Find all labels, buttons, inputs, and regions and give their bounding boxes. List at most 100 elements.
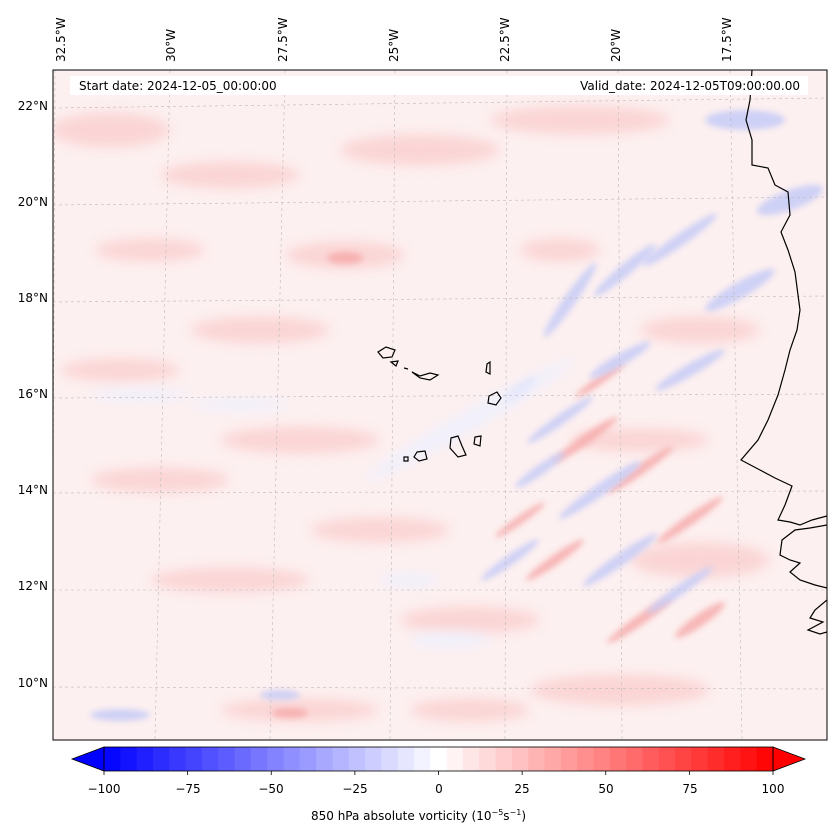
colorbar-segment	[283, 747, 301, 771]
colorbar-segment	[756, 747, 774, 771]
island-santa-luzia	[403, 367, 409, 370]
colorbar-segment	[430, 747, 448, 771]
lat-label-20n: 20°N	[17, 195, 48, 209]
colorbar-tick-label: −50	[258, 782, 284, 796]
gridlines	[53, 70, 827, 740]
colorbar-segment	[707, 747, 725, 771]
colorbar-label-exponent-2: −1	[509, 808, 522, 817]
island-santo-antao	[377, 346, 396, 359]
colorbar-tick-label: 0	[435, 782, 443, 796]
weak-negative-bands	[90, 359, 575, 648]
colorbar-segment	[316, 747, 334, 771]
colorbar-segment	[479, 747, 497, 771]
colorbar-segment	[642, 747, 660, 771]
colorbar-segment	[593, 747, 611, 771]
colorbar-segment	[675, 747, 693, 771]
colorbar-segment	[299, 747, 317, 771]
lon-label-25w: 25°W	[387, 28, 401, 62]
island-boa-vista	[487, 391, 502, 406]
island-brava	[403, 456, 409, 462]
colorbar-segment	[332, 747, 350, 771]
colorbar-extend-high-arrow	[772, 746, 807, 772]
colorbar-segment	[544, 747, 562, 771]
colorbar-label-unit: s	[503, 809, 510, 823]
west-africa-estuary-coast	[779, 524, 827, 589]
lat-label-18n: 18°N	[17, 291, 48, 305]
colorbar-label: 850 hPa absolute vorticity (10−5s−1)	[0, 808, 837, 823]
island-sao-vicente	[389, 360, 399, 367]
negative-vorticity-streaks	[90, 110, 824, 721]
colorbar-tick-label: −75	[175, 782, 201, 796]
colorbar-segment	[626, 747, 644, 771]
strong-positive-streaks	[272, 252, 725, 718]
lat-label-14n: 14°N	[17, 483, 48, 497]
colorbar-segment	[462, 747, 480, 771]
vorticity-field	[53, 105, 824, 722]
colorbar-extend-low-arrow	[70, 746, 105, 772]
colorbar-tick-label: 100	[761, 782, 785, 796]
coastlines	[740, 70, 827, 635]
positive-vorticity-patches	[53, 105, 770, 722]
guinea-bissau-coast	[806, 599, 827, 635]
island-fogo	[413, 450, 428, 462]
colorbar-segment	[724, 747, 741, 771]
colorbar	[70, 746, 807, 775]
colorbar-label-close: )	[521, 809, 527, 823]
colorbar-segment	[414, 747, 431, 771]
colorbar-segment	[169, 747, 187, 771]
colorbar-segment	[365, 747, 382, 771]
colorbar-segment	[511, 747, 529, 771]
lon-label-32-5w: 32.5°W	[54, 17, 68, 62]
colorbar-tick-label: −25	[342, 782, 368, 796]
colorbar-segment	[691, 747, 709, 771]
colorbar-label-main: 850 hPa absolute vorticity (10	[310, 809, 492, 823]
colorbar-segment	[528, 747, 546, 771]
lon-label-27-5w: 27.5°W	[276, 17, 290, 62]
valid-date-label: Valid_date: 2024-12-05T09:00:00.00	[580, 79, 800, 93]
colorbar-tick-label: −100	[87, 782, 121, 796]
date-header-background	[70, 76, 808, 95]
colorbar-segment	[740, 747, 758, 771]
colorbar-segment	[381, 747, 399, 771]
colorbar-segment	[250, 747, 268, 771]
island-maio	[473, 435, 482, 447]
colorbar-segment	[267, 747, 285, 771]
colorbar-segment	[152, 747, 170, 771]
lat-label-22n: 22°N	[17, 99, 48, 113]
colorbar-segment	[348, 747, 366, 771]
lat-label-10n: 10°N	[17, 676, 48, 690]
colorbar-segment	[234, 747, 252, 771]
colorbar-segment	[185, 747, 203, 771]
lat-label-12n: 12°N	[17, 579, 48, 593]
start-date-label: Start date: 2024-12-05_00:00:00	[79, 79, 277, 93]
map-panel	[52, 69, 828, 741]
colorbar-segment	[609, 747, 627, 771]
colorbar-segment	[397, 747, 415, 771]
lon-label-22-5w: 22.5°W	[498, 17, 512, 62]
colorbar-segment	[218, 747, 236, 771]
colorbar-segment	[446, 747, 464, 771]
map-frame	[52, 69, 828, 741]
colorbar-tick-label: 25	[514, 782, 530, 796]
colorbar-tick-label: 75	[682, 782, 698, 796]
colorbar-label-exponent-1: −5	[491, 808, 504, 817]
colorbar-segment	[560, 747, 578, 771]
africa-coastline	[740, 70, 827, 526]
colorbar-segment	[495, 747, 513, 771]
cape-verde-islands	[377, 346, 502, 462]
colorbar-segment	[104, 747, 121, 771]
colorbar-segment	[577, 747, 595, 771]
island-sao-nicolau	[411, 371, 440, 381]
colorbar-segment	[658, 747, 676, 771]
colorbar-segment	[136, 747, 154, 771]
lat-label-16n: 16°N	[17, 387, 48, 401]
colorbar-segment	[120, 747, 138, 771]
lon-label-30w: 30°W	[164, 28, 178, 62]
colorbar-tick-label: 50	[598, 782, 614, 796]
island-sal	[485, 360, 491, 375]
lon-label-17-5w: 17.5°W	[720, 17, 734, 62]
colorbar-segment	[201, 747, 219, 771]
lon-label-20w: 20°W	[609, 28, 623, 62]
island-santiago	[449, 435, 467, 458]
